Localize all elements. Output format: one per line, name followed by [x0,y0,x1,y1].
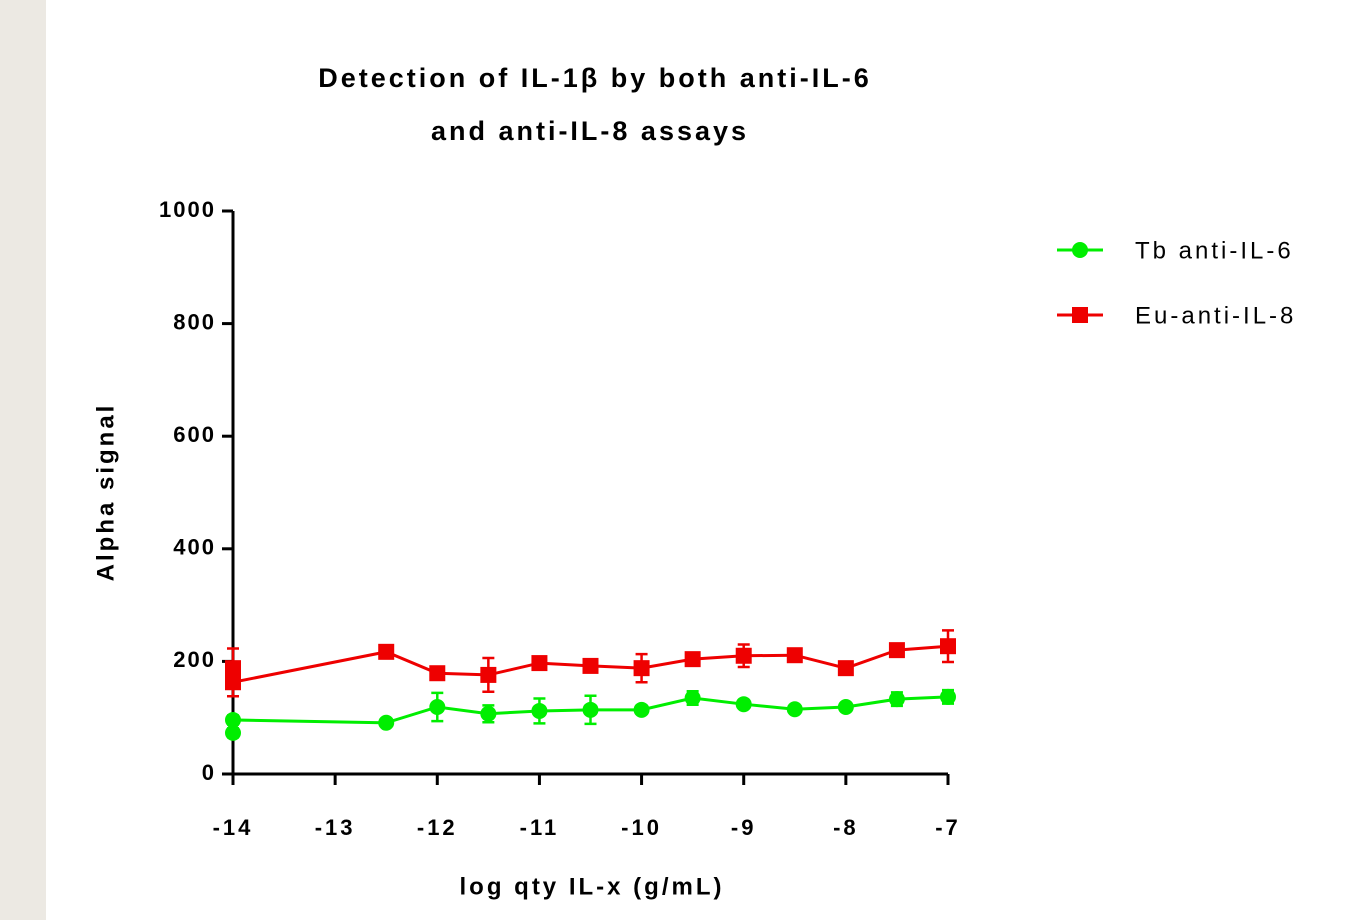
data-point [480,705,497,722]
legend-label: Tb anti-IL-6 [1135,237,1294,264]
series-line [231,695,949,733]
side-strip [0,0,46,920]
data-point [429,665,446,682]
y-tick-label: 600 [173,422,216,447]
x-tick-label: -10 [621,815,662,840]
data-point [378,643,395,660]
series-line [231,644,949,685]
x-tick-label: -11 [520,815,560,840]
x-tick-label: -7 [935,815,961,840]
y-tick-label: 800 [173,309,216,334]
data-point [786,701,803,718]
data-point [531,702,548,719]
data-point [735,647,752,664]
chart-title: and anti-IL-8 assays [431,116,749,146]
y-tick-label: 200 [173,647,216,672]
data-point [837,699,854,716]
data-point [582,701,599,718]
data-point [429,699,446,716]
data-point [378,714,395,731]
data-point [837,660,854,677]
chart-title: Detection of IL-1β by both anti-IL-6 [318,63,871,93]
data-point [531,655,548,672]
x-tick-label: -12 [417,815,458,840]
x-axis-label: log qty IL-x (g/mL) [460,873,725,900]
data-point [225,711,241,728]
x-tick-label: -14 [213,815,254,840]
y-tick-label: 1000 [159,197,216,222]
y-tick-label: 400 [173,535,216,560]
data-point [225,674,241,691]
data-point [888,691,905,708]
data-point [225,724,241,741]
legend-marker [1072,307,1088,323]
data-point [633,701,650,718]
x-tick-label: -9 [731,815,757,840]
data-point [480,666,497,683]
data-point [582,657,599,674]
x-tick-label: -8 [833,815,859,840]
x-tick-label: -13 [315,815,356,840]
data-point [684,651,701,668]
data-point [888,642,905,659]
y-tick-label: 0 [202,760,216,785]
data-point [633,660,650,677]
legend-marker [1072,242,1088,258]
data-point [786,647,803,664]
data-point [684,689,701,706]
data-point [940,638,956,655]
y-axis-label: Alpha signal [92,403,119,582]
data-point [940,688,956,705]
data-point [735,696,752,713]
legend-label: Eu-anti-IL-8 [1135,302,1296,329]
